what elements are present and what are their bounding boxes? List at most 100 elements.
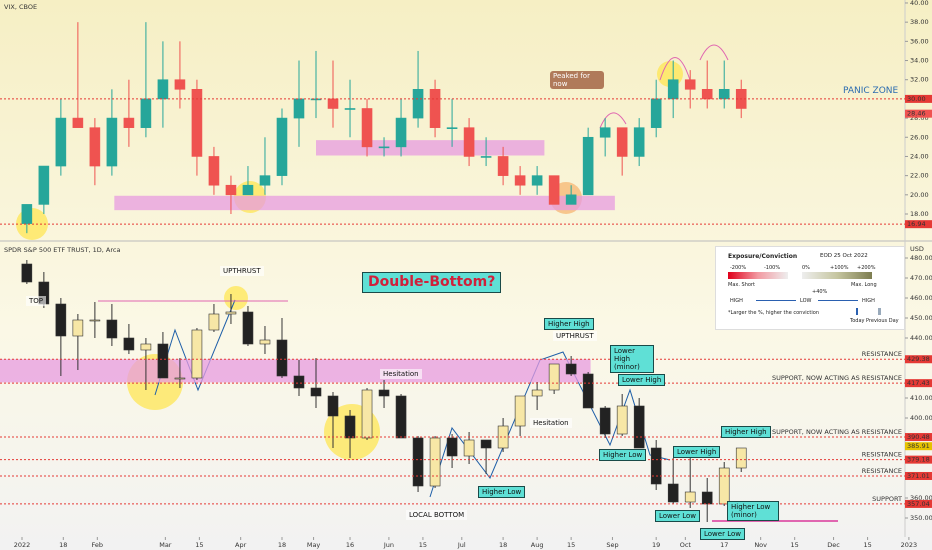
legend-label: +40% bbox=[812, 289, 828, 295]
x-tick-label: 2022 bbox=[14, 541, 31, 549]
arrow bbox=[756, 300, 796, 301]
annotation: Lower Low bbox=[655, 510, 700, 522]
x-tick-label: May bbox=[307, 541, 321, 549]
candle-body bbox=[463, 439, 475, 457]
y-tick-label: 470.00 bbox=[910, 274, 932, 282]
y-tick-label: 28.00 bbox=[910, 114, 929, 122]
candle-body bbox=[174, 79, 186, 90]
level-note: SUPPORT, NOW ACTING AS RESISTANCE bbox=[772, 374, 902, 382]
price-tag-label: 28.46 bbox=[907, 110, 926, 118]
candle-body bbox=[548, 363, 560, 391]
x-tick-label: 15 bbox=[419, 541, 427, 549]
y-tick-label: 460.00 bbox=[910, 294, 932, 302]
candle-body bbox=[684, 79, 696, 90]
legend-label: HIGH bbox=[730, 298, 743, 304]
candle-body bbox=[106, 117, 118, 167]
candle-body bbox=[361, 108, 373, 148]
scale-label: +200% bbox=[857, 265, 876, 271]
price-tag bbox=[905, 499, 932, 508]
candle-body bbox=[412, 89, 424, 119]
candle-body bbox=[293, 98, 305, 119]
candle-body bbox=[55, 303, 67, 337]
candle-body bbox=[89, 127, 101, 167]
candle-body bbox=[344, 108, 356, 110]
candle-body bbox=[208, 156, 220, 186]
x-tick-label: Aug bbox=[531, 541, 544, 549]
zone bbox=[316, 140, 545, 156]
level-note: RESISTANCE bbox=[862, 451, 902, 459]
annotation: TOP bbox=[26, 296, 47, 306]
candle-body bbox=[616, 405, 628, 435]
annotation: PANIC ZONE bbox=[843, 86, 899, 96]
candle-body bbox=[378, 146, 390, 149]
candle-body bbox=[446, 127, 458, 129]
candle-body bbox=[701, 89, 713, 100]
y-tick-label: 18.00 bbox=[910, 210, 929, 218]
candle-body bbox=[89, 319, 101, 322]
scale-label: -200% bbox=[730, 265, 747, 271]
candle-body bbox=[293, 375, 305, 389]
price-tag bbox=[905, 109, 932, 118]
candle-body bbox=[531, 175, 543, 186]
y-tick-label: 350.00 bbox=[910, 514, 932, 522]
candle-body bbox=[599, 127, 611, 138]
annotation: Double-Bottom? bbox=[362, 272, 502, 293]
x-tick-label: 18 bbox=[499, 541, 507, 549]
legend-label: Today bbox=[850, 318, 865, 324]
candle-body bbox=[548, 175, 560, 205]
x-tick-label: 2023 bbox=[901, 541, 918, 549]
scale-label: +100% bbox=[830, 265, 849, 271]
unit-label: USD bbox=[910, 245, 924, 253]
candle-body bbox=[616, 127, 628, 157]
annotation: Lower High (minor) bbox=[610, 345, 654, 373]
y-tick-label: 410.00 bbox=[910, 394, 932, 402]
legend-label: Previous Day bbox=[866, 318, 899, 324]
candle-body bbox=[650, 98, 662, 128]
candle-body bbox=[684, 491, 696, 503]
price-tag bbox=[905, 471, 932, 480]
candle-body bbox=[667, 483, 679, 503]
annotation: Higher Low bbox=[599, 449, 647, 461]
legend-box: Exposure/Conviction EOD 25 Oct 2022 -200… bbox=[715, 246, 905, 330]
annotation: Hesitation bbox=[380, 369, 422, 379]
x-tick-label: 15 bbox=[567, 541, 575, 549]
y-tick-label: 38.00 bbox=[910, 18, 929, 26]
candle-body bbox=[429, 437, 441, 487]
candle-body bbox=[497, 156, 509, 176]
candle-body bbox=[718, 89, 730, 100]
candle-body bbox=[242, 184, 254, 196]
candle-body bbox=[361, 389, 373, 439]
annotation: Lower Low bbox=[700, 528, 745, 540]
price-tag bbox=[905, 455, 932, 464]
candle-body bbox=[38, 165, 50, 205]
candle-body bbox=[344, 415, 356, 439]
price-tag-label: 385.91 bbox=[907, 442, 930, 450]
candle-body bbox=[650, 447, 662, 485]
y-tick-label: 450.00 bbox=[910, 314, 932, 322]
candle-body bbox=[565, 363, 577, 375]
candle-body bbox=[310, 387, 322, 397]
candle-body bbox=[55, 117, 67, 167]
scale-bar bbox=[802, 272, 872, 279]
candle-body bbox=[582, 373, 594, 409]
x-tick-label: 17 bbox=[720, 541, 728, 549]
candle-body bbox=[412, 437, 424, 487]
x-tick-label: Apr bbox=[235, 541, 247, 549]
zone bbox=[114, 195, 615, 211]
x-tick-label: Dec bbox=[827, 541, 840, 549]
level-note: SUPPORT, NOW ACTING AS RESISTANCE bbox=[772, 428, 902, 436]
x-tick-label: 18 bbox=[278, 541, 286, 549]
annotation: Higher Low (minor) bbox=[727, 501, 779, 521]
legend-label: Max. Long bbox=[851, 282, 877, 288]
candle-body bbox=[276, 117, 288, 176]
candle-body bbox=[72, 319, 84, 337]
candle-body bbox=[106, 319, 118, 339]
y-tick-label: 20.00 bbox=[910, 191, 929, 199]
legend-label: HIGH bbox=[862, 298, 875, 304]
candle-body bbox=[378, 389, 390, 397]
candle-body bbox=[21, 263, 33, 283]
x-tick-label: 15 bbox=[195, 541, 203, 549]
candle-body bbox=[21, 204, 33, 224]
x-tick-label: Oct bbox=[680, 541, 692, 549]
